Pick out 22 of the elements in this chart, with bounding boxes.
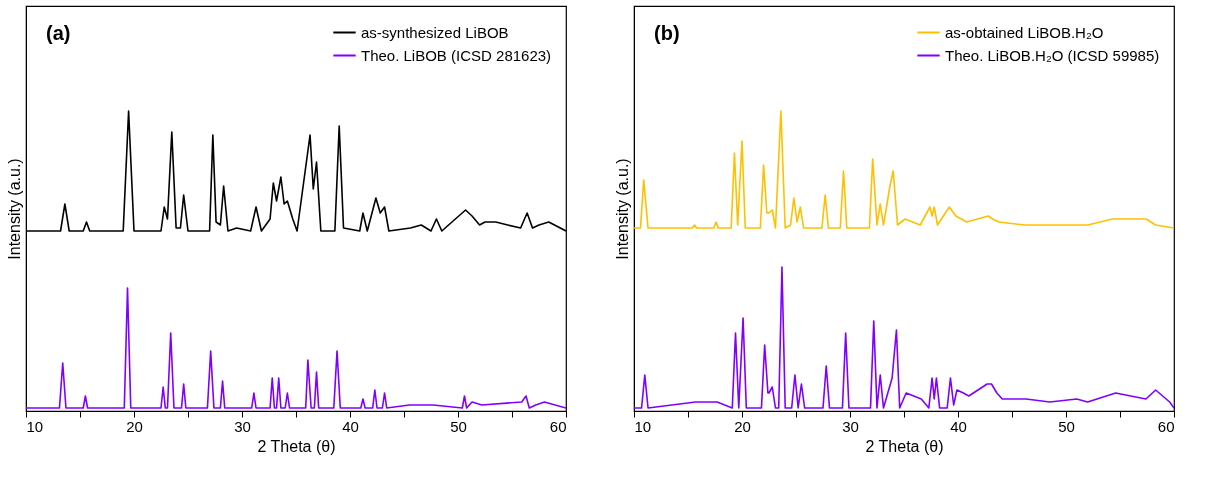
x-tick-label: 60	[549, 417, 567, 435]
y-axis-title: Intensity (a.u.)	[5, 158, 23, 260]
x-tick-label: 20	[734, 417, 751, 435]
chart-title: (b)	[654, 22, 680, 44]
legend-label: as-synthesized LiBOB	[361, 23, 509, 41]
x-tick-label: 10	[634, 417, 652, 435]
legend-label: Theo. LiBOB (ICSD 281623)	[361, 46, 552, 64]
x-tick-label: 10	[26, 417, 44, 435]
x-tick-label: 50	[1058, 417, 1075, 435]
x-tick-label: 20	[126, 417, 143, 435]
x-tick-label: 30	[842, 417, 859, 435]
legend-label: Theo. LiBOB.H₂O (ICSD 59985)	[945, 46, 1160, 64]
x-tick-label: 40	[950, 417, 967, 435]
x-axis-title: 2 Theta (θ)	[257, 437, 336, 455]
legend-label: as-obtained LiBOB.H₂O	[945, 23, 1104, 41]
chart-title: (a)	[46, 22, 71, 44]
x-tick-label: 50	[450, 417, 467, 435]
x-axis-title: 2 Theta (θ)	[865, 437, 944, 455]
x-tick-label: 60	[1157, 417, 1175, 435]
y-axis-title: Intensity (a.u.)	[613, 158, 631, 260]
x-tick-label: 30	[234, 417, 251, 435]
x-tick-label: 40	[342, 417, 359, 435]
